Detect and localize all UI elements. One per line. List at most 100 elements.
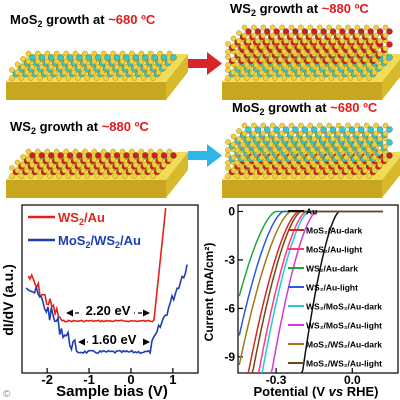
chalcogen-atom [315, 154, 321, 161]
chalcogen-atom [335, 32, 342, 39]
metal-atom [329, 28, 337, 35]
chalcogen-atom [328, 147, 335, 153]
chalcogen-atom [352, 154, 359, 161]
metal-atom [142, 54, 149, 61]
metal-atom [95, 152, 102, 159]
chalcogen-atom [249, 141, 256, 148]
chalcogen-atom [119, 156, 126, 163]
growth-schematic: MoS2 growth at ~680 ºC WS2 growth at ~88… [6, 1, 400, 198]
slab-tr [222, 24, 400, 100]
chalcogen-atom [80, 69, 87, 76]
chalcogen-atom [61, 167, 68, 174]
metal-atom [113, 152, 121, 159]
chalcogen-atom [345, 32, 351, 39]
chalcogen-atom [366, 160, 372, 166]
chalcogen-atom [44, 148, 51, 155]
chalcogen-atom [95, 64, 101, 70]
chalcogen-atom [356, 62, 363, 68]
chalcogen-atom [241, 122, 248, 129]
metal-atom [76, 152, 83, 159]
chalcogen-atom [71, 167, 77, 174]
chalcogen-atom [155, 167, 162, 174]
chalcogen-atom [37, 75, 44, 81]
chalcogen-atom [382, 130, 389, 137]
chalcogen-atom [292, 38, 299, 44]
chalcogen-atom [281, 160, 288, 166]
chalcogen-atom [225, 75, 231, 81]
chalcogen-atom [33, 167, 40, 174]
chalcogen-atom [290, 49, 297, 55]
chalcogen-atom [366, 62, 372, 68]
chalcogen-atom [287, 154, 293, 161]
chalcogen-atom [311, 38, 318, 44]
chalcogen-atom [243, 160, 250, 166]
chalcogen-atom [367, 136, 374, 142]
chalcogen-atom [253, 49, 260, 55]
chalcogen-atom [258, 141, 265, 148]
chalcogen-atom [354, 130, 361, 137]
chalcogen-atom [262, 173, 269, 179]
chalcogen-atom [371, 43, 378, 50]
gap-label-blue: 1.60 eV [92, 332, 137, 347]
chalcogen-atom [108, 69, 115, 76]
substrate-side [166, 152, 188, 198]
her-polarization-plot: Current (mA/cm²) 0 -3 -6 -9 -0.3 0.0 Au MoS₂/… [202, 204, 399, 399]
metal-atom [320, 126, 327, 133]
chalcogen-atom [300, 160, 307, 166]
chalcogen-atom [319, 173, 325, 179]
chalcogen-atom [155, 69, 162, 76]
watermark: © [3, 389, 11, 400]
chalcogen-atom [377, 149, 383, 155]
chalcogen-atom [334, 43, 340, 50]
chalcogen-atom [25, 58, 32, 65]
chalcogen-atom [272, 160, 278, 166]
chalcogen-atom [65, 173, 72, 179]
her-ytick-label: -6 [224, 301, 235, 315]
chalcogen-atom [305, 56, 312, 63]
her-plot-frame [237, 204, 399, 374]
chalcogen-atom [67, 64, 73, 70]
chalcogen-atom [347, 75, 354, 81]
chalcogen-atom [44, 58, 51, 65]
chalcogen-atom [14, 159, 21, 166]
chalcogen-atom [251, 32, 257, 39]
chalcogen-atom [283, 136, 289, 142]
chalcogen-atom [363, 130, 370, 137]
substrate-side [382, 157, 400, 198]
her-legend-entry: MoS₂/WS₂/Au-dark [306, 340, 382, 350]
chalcogen-atom [129, 58, 135, 65]
chalcogen-atom [334, 154, 340, 161]
chalcogen-atom [110, 58, 116, 65]
chalcogen-atom [339, 38, 346, 44]
chalcogen-atom [25, 50, 32, 57]
chalcogen-atom [309, 160, 316, 166]
metal-atom [376, 28, 384, 35]
chalcogen-atom [243, 49, 250, 55]
chalcogen-atom [18, 173, 25, 179]
chalcogen-atom [166, 58, 173, 65]
chalcogen-atom [225, 62, 231, 68]
chalcogen-atom [343, 43, 350, 50]
chalcogen-atom [119, 148, 126, 155]
chalcogen-atom [362, 56, 368, 63]
chalcogen-atom [337, 75, 344, 81]
chalcogen-atom [166, 156, 173, 163]
chalcogen-atom [296, 141, 303, 148]
slab-br [222, 122, 400, 198]
chalcogen-atom [296, 56, 303, 63]
chalcogen-atom [356, 173, 363, 179]
metal-atom [376, 126, 384, 133]
metal-atom [348, 126, 356, 133]
chalcogen-atom [382, 45, 389, 52]
chalcogen-atom [292, 136, 299, 142]
sts-plot: dI/dV (a.u.) -2 -1 0 1 WS2/Au MoS2/WS2/Au 2… [0, 204, 199, 400]
chalcogen-atom [324, 154, 331, 161]
chalcogen-atom [9, 173, 15, 179]
metal-atom [386, 139, 393, 146]
chalcogen-atom [366, 49, 372, 55]
slab-tl [6, 50, 188, 100]
chalcogen-atom [382, 122, 389, 129]
chalcogen-atom [253, 62, 260, 68]
chalcogen-atom [136, 167, 143, 174]
her-legend-entry: WS₂/Au-dark [306, 264, 358, 274]
